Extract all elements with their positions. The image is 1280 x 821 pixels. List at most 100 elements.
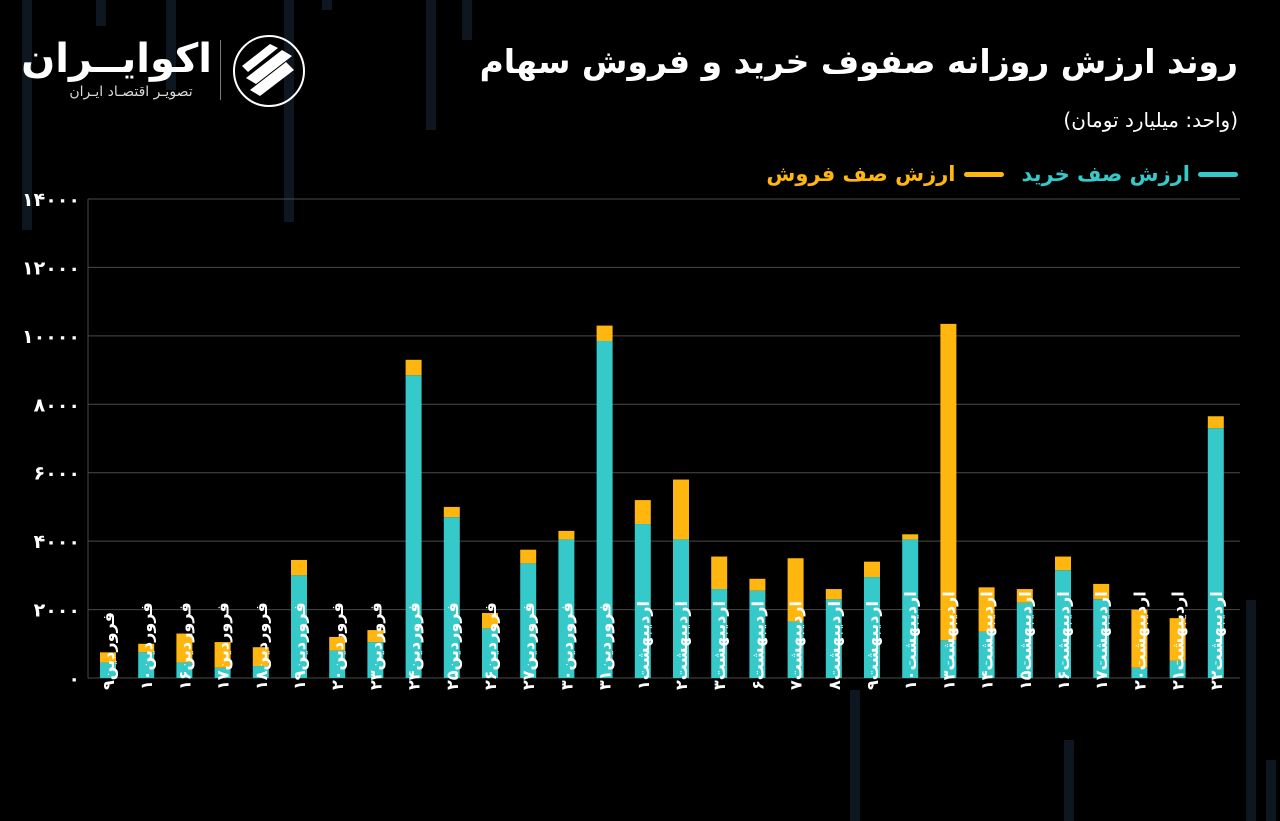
bar-buy [1055,570,1071,678]
x-tick-label: اردیبهشت۱ [634,601,653,690]
x-tick-label: اردیبهشت۱۵ [1016,591,1035,690]
bar-sell [673,479,689,540]
bar-buy [367,642,384,678]
bar-buy [978,631,995,678]
bar-buy [214,667,231,678]
x-tick-label: فروردین۱۹ [290,602,309,690]
y-tick-label: ۴۰۰۰ [34,531,80,553]
x-tick-label: اردیبهشت۸ [825,601,844,690]
x-tick-label: اردیبهشت۱۳ [939,591,958,690]
x-tick-label: فروردین۲۴ [405,602,424,690]
bar-sell [1093,583,1110,600]
x-tick-label: اردیبهشت۱۷ [1092,591,1111,690]
x-tick-label: فروردین۹ [99,612,118,690]
bar-buy [1093,599,1110,678]
bar-buy [749,590,766,678]
bar-buy [902,539,919,678]
bar-sell [520,549,537,564]
bar-buy [443,517,460,678]
bar-sell [1055,556,1071,571]
bar-buy [1207,428,1224,678]
bar-buy [138,652,155,678]
bar-buy [1131,667,1148,678]
bar-sell [596,325,613,341]
bar-buy [940,640,957,678]
y-tick-label: ۱۰۰۰۰ [22,326,80,348]
bar-buy [405,375,422,678]
bar-sell [558,530,575,540]
bar-buy [482,628,498,678]
bar-buy [100,662,116,678]
bar-sell [482,612,498,629]
y-tick-label: ۲۰۰۰ [34,600,80,622]
logo-name: اکوایــران [21,36,212,82]
x-tick-label: فروردین۲۰ [328,602,347,690]
bar-sell [1169,618,1186,661]
bar-buy [787,621,804,678]
bar-buy [329,650,346,678]
legend-item-sell: ارزش صف فروش [766,162,1004,186]
bar-buy [825,599,842,678]
bar-buy [1169,660,1186,678]
x-tick-label: اردیبهشت۷ [787,601,806,690]
bar-sell [138,643,155,653]
y-tick-label: ۰ [68,668,80,690]
chart-unit: (واحد: میلیارد تومان) [1063,108,1238,132]
bar-buy [176,662,193,678]
bar-buy [673,539,689,678]
legend-label-buy: ارزش صف خرید [1021,162,1191,186]
x-tick-label: اردیبهشت۱۴ [978,591,997,690]
bar-sell [864,561,880,578]
bar-sell [176,633,193,663]
legend-label-sell: ارزش صف فروش [766,162,956,186]
bar-sell [1016,589,1033,603]
bar-sell [902,534,919,540]
x-tick-label: اردیبهشت۱۶ [1054,591,1073,690]
x-tick-label: اردیبهشت۱۰ [901,591,920,690]
bar-buy [291,575,307,678]
x-tick-label: اردیبهشت۶ [748,601,767,690]
bar-sell [940,323,957,641]
x-tick-label: فروردین۲۵ [443,602,462,690]
bar-sell [329,636,346,651]
x-tick-label: فروردین۲۶ [481,602,500,690]
bar-buy [252,666,269,678]
x-tick-label: اردیبهشت۲۱ [1169,591,1188,690]
x-tick-label: فروردین۱۰ [137,602,156,690]
y-tick-label: ۱۲۰۰۰ [22,257,80,279]
chart-title: روند ارزش روزانه صفوف خرید و فروش سهام [479,42,1238,81]
logo-separator [220,40,221,100]
x-tick-label: فروردین۳۰ [557,602,576,690]
bar-sell [214,642,231,668]
legend-swatch-sell [963,171,1004,177]
legend-item-buy: ارزش صف خرید [1021,162,1238,186]
bar-sell [634,500,651,525]
ekoiran-logo-icon [233,35,305,107]
legend: ارزش صف خرید ارزش صف فروش [766,156,1238,192]
x-tick-label: اردیبهشت۲۲ [1207,591,1226,690]
x-tick-label: فروردین۲۳ [366,602,385,690]
bar-sell [405,359,422,376]
x-tick-label: فروردین۲۷ [519,602,538,690]
y-tick-label: ۶۰۰۰ [34,463,80,485]
x-tick-label: اردیبهشت۹ [863,601,882,690]
bar-sell [711,556,728,590]
bar-sell [367,630,384,643]
bar-sell [825,589,842,600]
bar-buy [634,524,651,678]
bar-sell [252,647,269,667]
x-tick-label: فروردین۱۷ [214,602,233,690]
x-tick-label: فروردین۳۱ [596,602,615,690]
x-tick-label: فروردین۱۶ [175,602,194,690]
bar-sell [291,559,307,576]
bar-sell [749,578,766,591]
bar-buy [1016,602,1033,678]
x-tick-label: اردیبهشت۲ [672,601,691,690]
legend-swatch-buy [1198,171,1238,177]
x-tick-label: اردیبهشت۳ [710,601,729,690]
bar-buy [520,563,537,678]
bar-buy [596,340,613,678]
bar-buy [711,589,728,678]
logo-tagline: تصویـر اقتصـاد ایـران [69,84,193,100]
